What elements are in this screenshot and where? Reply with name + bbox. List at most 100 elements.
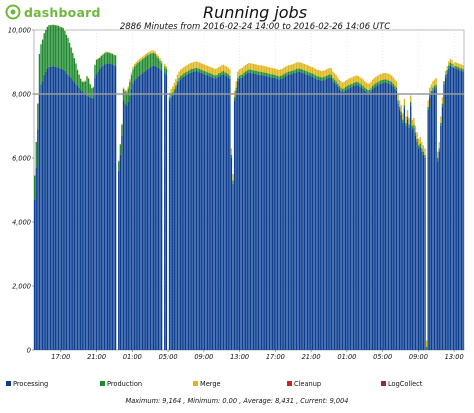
- bar-stack: [303, 63, 306, 351]
- bar-stack: [114, 54, 117, 350]
- bar-processing: [337, 86, 339, 351]
- bar-stack: [435, 78, 437, 350]
- legend-item-processing: Processing: [6, 380, 48, 388]
- bar-merge: [199, 62, 201, 70]
- bar-stack: [294, 63, 296, 350]
- bar-processing: [297, 71, 299, 350]
- bar-production: [338, 86, 340, 90]
- bar-merge: [368, 83, 371, 90]
- bar-stack: [214, 69, 217, 350]
- bar-stack: [211, 67, 214, 351]
- bar-processing: [417, 148, 420, 350]
- bar-merge: [365, 82, 367, 89]
- bar-processing: [360, 87, 363, 350]
- bar-stack: [205, 65, 207, 351]
- bar-processing: [99, 69, 101, 350]
- bar-processing: [392, 86, 394, 351]
- bar-production: [360, 84, 363, 88]
- bar-production: [222, 70, 225, 75]
- bar-stack: [124, 89, 126, 350]
- bar-processing: [219, 76, 221, 350]
- bar-stack: [360, 78, 363, 350]
- bar-processing: [400, 114, 402, 350]
- bar-stack: [279, 69, 282, 351]
- bar-stack: [313, 67, 315, 351]
- bar-stack: [229, 69, 231, 351]
- bar-stack: [208, 66, 210, 350]
- bar-processing: [348, 88, 350, 351]
- y-tick-label: 8,000: [12, 90, 31, 98]
- bar-stack: [429, 87, 431, 350]
- bar-production: [203, 70, 206, 75]
- x-tick-label: 17:00: [51, 353, 70, 361]
- bar-production: [295, 69, 298, 73]
- bar-merge: [126, 90, 128, 93]
- bar-processing: [387, 83, 390, 350]
- bar-processing: [449, 65, 452, 350]
- bar-merge: [357, 76, 360, 83]
- bar-processing: [153, 65, 155, 350]
- bar-merge: [405, 116, 407, 123]
- bar-merge: [129, 79, 131, 82]
- bar-stack: [383, 73, 385, 351]
- bar-production: [351, 83, 353, 87]
- logo-icon: [5, 4, 21, 20]
- bar-merge: [437, 151, 439, 158]
- bar-processing: [349, 87, 352, 350]
- bar-stack: [100, 55, 102, 351]
- bar-processing: [448, 68, 450, 351]
- bar-stack: [460, 64, 463, 351]
- bar-stack: [375, 76, 377, 350]
- bar-processing: [457, 69, 459, 351]
- bar-production: [313, 74, 315, 78]
- bar-production: [235, 87, 237, 91]
- bar-processing: [302, 72, 304, 350]
- bar-production: [376, 82, 379, 86]
- bar-processing: [119, 154, 122, 350]
- bar-production: [216, 74, 218, 78]
- bar-merge: [140, 57, 142, 61]
- bar-stack: [176, 74, 179, 351]
- bar-production: [127, 88, 129, 102]
- legend-swatch: [287, 381, 292, 386]
- bar-stack: [405, 116, 407, 350]
- bar-stack: [370, 81, 372, 350]
- bar-processing: [303, 73, 306, 351]
- bar-production: [41, 39, 44, 82]
- bar-production: [362, 85, 364, 89]
- bar-production: [179, 76, 182, 80]
- bar-processing: [327, 78, 329, 350]
- bar-production: [95, 59, 98, 75]
- bar-merge: [311, 67, 314, 74]
- bar-merge: [330, 68, 333, 75]
- bar-merge: [460, 64, 463, 69]
- bar-merge: [413, 118, 415, 125]
- bar-stack: [432, 81, 434, 351]
- bar-production: [124, 91, 126, 104]
- bar-stack: [329, 67, 331, 351]
- bar-merge: [291, 64, 293, 71]
- bar-production: [130, 75, 133, 90]
- bar-merge: [438, 142, 440, 149]
- bar-stack: [327, 68, 329, 350]
- bar-merge: [183, 67, 185, 74]
- bar-stack: [111, 53, 114, 351]
- bar-merge: [279, 69, 282, 76]
- bar-merge: [345, 80, 347, 87]
- bar-processing: [199, 72, 201, 351]
- bar-production: [454, 65, 456, 69]
- bar-processing: [160, 70, 163, 350]
- bar-merge: [103, 52, 106, 54]
- bar-production: [237, 78, 239, 82]
- bar-processing: [248, 72, 250, 350]
- bar-processing: [40, 84, 42, 351]
- bar-processing: [267, 76, 269, 351]
- bar-production: [260, 71, 263, 76]
- bar-processing: [210, 76, 212, 350]
- bar-processing: [335, 84, 337, 351]
- bar-merge: [245, 64, 247, 72]
- bar-production: [243, 72, 245, 76]
- bar-merge: [435, 78, 437, 85]
- bar-production: [273, 74, 275, 78]
- bar-production: [225, 72, 228, 77]
